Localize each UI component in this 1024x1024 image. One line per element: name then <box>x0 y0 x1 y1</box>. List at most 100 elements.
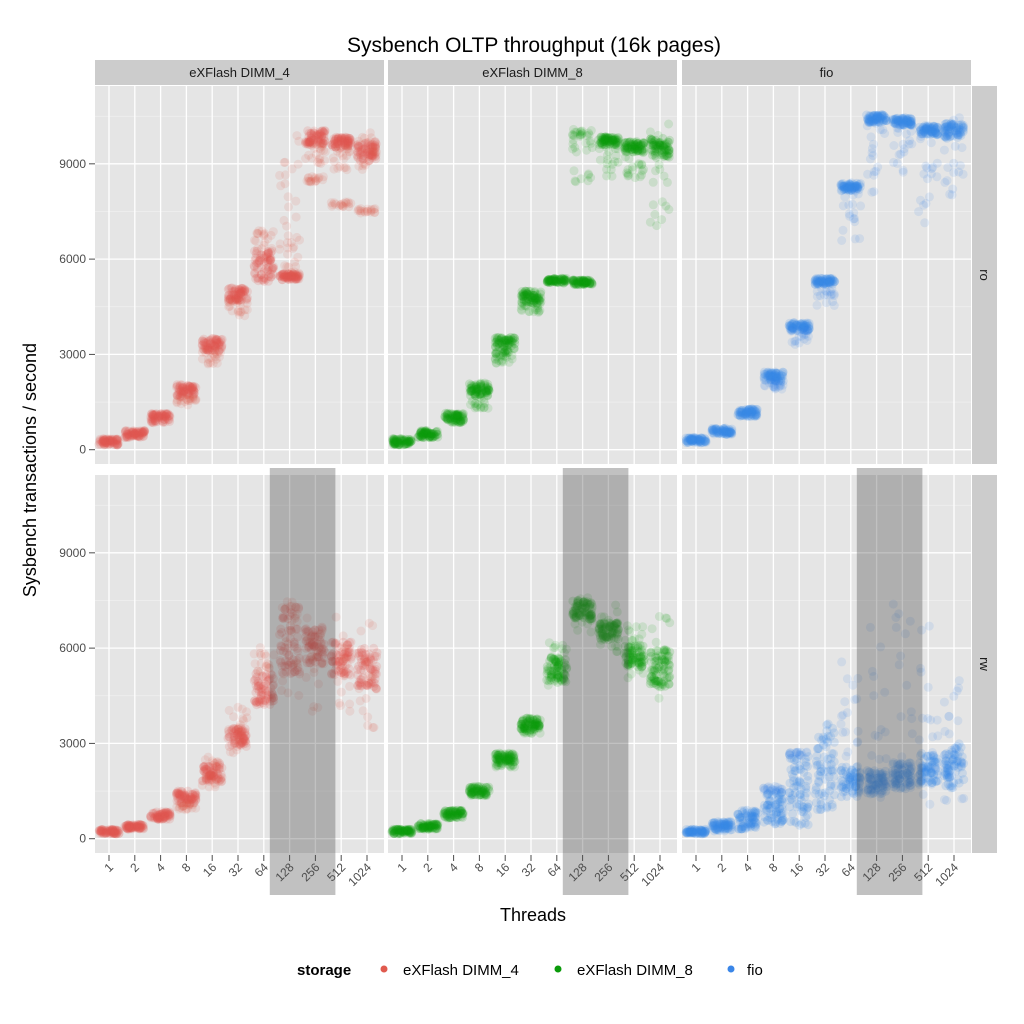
data-point <box>236 307 246 317</box>
data-point <box>268 263 277 273</box>
data-point <box>227 287 237 297</box>
data-point <box>113 436 122 446</box>
data-point <box>227 291 237 300</box>
data-point <box>208 340 218 350</box>
data-point <box>234 293 244 303</box>
data-point <box>258 695 268 705</box>
y-tick-label: 0 <box>79 832 86 846</box>
data-point <box>238 287 248 297</box>
data-point <box>265 255 275 265</box>
data-point <box>102 439 112 449</box>
data-point <box>210 345 220 355</box>
x-tick-label: 64 <box>252 860 272 880</box>
data-point <box>253 276 263 286</box>
data-point <box>263 256 273 266</box>
data-point <box>199 338 209 348</box>
data-point <box>231 293 241 303</box>
data-point <box>199 334 209 344</box>
data-point <box>237 286 247 296</box>
data-point <box>160 411 170 421</box>
data-point <box>919 200 929 210</box>
data-point <box>242 295 252 305</box>
data-point <box>191 383 201 393</box>
data-point <box>370 651 380 661</box>
data-point <box>211 335 221 345</box>
data-point <box>939 145 949 155</box>
data-point <box>137 430 147 440</box>
y-tick-label: 3000 <box>59 347 86 361</box>
x-tick-label: 2 <box>127 860 142 875</box>
data-point <box>109 438 119 448</box>
data-point <box>133 426 143 436</box>
data-point <box>231 289 241 299</box>
data-point <box>338 631 348 641</box>
data-point <box>208 346 217 355</box>
data-point <box>923 174 932 184</box>
data-point <box>583 170 593 180</box>
data-point <box>189 381 199 391</box>
data-point <box>105 434 115 444</box>
data-point <box>235 295 244 305</box>
data-point <box>365 136 375 146</box>
data-point <box>146 416 156 426</box>
data-point <box>235 289 245 299</box>
data-point <box>907 139 917 149</box>
data-point <box>97 437 107 447</box>
data-point <box>224 705 234 715</box>
data-point <box>240 311 250 321</box>
data-point <box>251 249 261 259</box>
panel-background <box>95 86 384 464</box>
data-point <box>128 426 138 436</box>
data-point <box>187 383 196 393</box>
data-point <box>99 435 109 445</box>
data-point <box>490 354 500 364</box>
data-point <box>129 431 139 441</box>
data-point <box>105 439 115 449</box>
y-tick-label: 0 <box>79 443 86 457</box>
data-point <box>844 209 854 219</box>
data-point <box>368 671 378 681</box>
data-point <box>285 270 295 280</box>
data-point <box>190 396 200 406</box>
data-point <box>147 414 157 424</box>
data-point <box>263 265 273 275</box>
data-point <box>161 412 171 422</box>
data-point <box>256 262 266 272</box>
data-point <box>127 427 137 437</box>
data-point <box>112 434 122 444</box>
data-point <box>263 247 273 257</box>
data-point <box>98 438 108 448</box>
data-point <box>178 389 187 399</box>
data-point <box>147 409 157 419</box>
data-point <box>214 346 224 356</box>
data-point <box>354 153 363 163</box>
data-point <box>236 295 246 305</box>
data-point <box>214 346 224 356</box>
data-point <box>664 673 674 683</box>
x-tick-label: 16 <box>200 860 220 880</box>
data-point <box>236 297 245 307</box>
data-point <box>889 141 899 150</box>
data-point <box>932 172 942 182</box>
data-point <box>255 253 265 263</box>
data-point <box>402 437 412 447</box>
data-point <box>287 267 296 277</box>
data-point <box>253 244 262 254</box>
data-point <box>134 429 144 439</box>
data-point <box>630 173 640 183</box>
data-point <box>187 383 197 393</box>
data-point <box>190 387 200 397</box>
data-point <box>204 336 214 346</box>
data-point <box>121 431 131 441</box>
data-point <box>153 411 163 421</box>
data-point <box>147 409 157 419</box>
data-point <box>356 675 366 685</box>
data-point <box>425 432 435 442</box>
data-point <box>104 435 114 445</box>
data-point <box>158 412 168 422</box>
data-point <box>215 338 224 348</box>
data-point <box>638 622 648 632</box>
x-tick-label: 32 <box>226 860 246 880</box>
facet-strip-column <box>95 60 384 85</box>
data-point <box>942 176 952 186</box>
